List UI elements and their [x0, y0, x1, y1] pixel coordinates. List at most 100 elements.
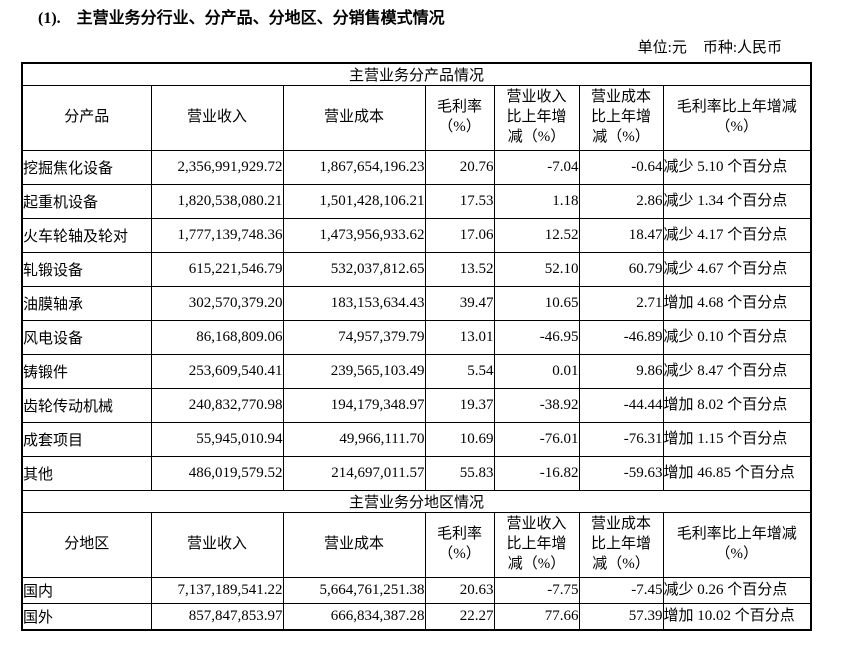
- main-business-table: 主营业务分产品情况 分产品 营业收入 营业成本 毛利率 （%） 营业收入 比上年…: [21, 62, 813, 631]
- revenue-yoy-cell: 1.18: [493, 184, 580, 219]
- cost-yoy-cell: 57.39: [578, 603, 664, 631]
- table-row: 轧锻设备 615,221,546.79 532,037,812.65 13.52 52.…: [21, 252, 812, 287]
- revenue-yoy-cell: -7.75: [493, 577, 580, 604]
- gross-margin-cell: 5.54: [424, 354, 495, 389]
- column-header-cost-yoy: 营业成本 比上年增 减（%）: [578, 85, 664, 151]
- gross-margin-cell: 20.63: [424, 577, 495, 604]
- revenue-cell: 615,221,546.79: [150, 252, 284, 287]
- table-row: 国内 7,137,189,541.22 5,664,761,251.38 20.63-…: [21, 577, 812, 604]
- revenue-yoy-cell: 52.10: [493, 252, 580, 287]
- product-section-title-row: 主营业务分产品情况: [21, 62, 812, 86]
- column-header-category: 分地区: [21, 512, 152, 578]
- cost-yoy-cell: -7.45: [578, 577, 664, 604]
- category-cell: 轧锻设备: [21, 252, 152, 287]
- margin-yoy-cell: 减少 1.34 个百分点: [662, 184, 812, 219]
- revenue-cell: 253,609,540.41: [150, 354, 284, 389]
- margin-yoy-cell: 减少 4.17 个百分点: [662, 218, 812, 253]
- cost-cell: 1,501,428,106.21: [282, 184, 426, 219]
- revenue-yoy-cell: 12.52: [493, 218, 580, 253]
- gross-margin-cell: 17.53: [424, 184, 495, 219]
- margin-yoy-cell: 增加 46.85 个百分点: [662, 456, 812, 491]
- revenue-yoy-cell: -38.92: [493, 388, 580, 423]
- margin-yoy-cell: 减少 5.10 个百分点: [662, 150, 812, 185]
- margin-yoy-cell: 增加 8.02 个百分点: [662, 388, 812, 423]
- table-row: 国外 857,847,853.97 666,834,387.28 22.27 77.66…: [21, 603, 812, 631]
- revenue-yoy-cell: 77.66: [493, 603, 580, 631]
- revenue-yoy-cell: -76.01: [493, 422, 580, 457]
- category-cell: 铸锻件: [21, 354, 152, 389]
- cost-yoy-cell: 18.47: [578, 218, 664, 253]
- unit-label: 单位:元: [637, 40, 687, 56]
- cost-cell: 532,037,812.65: [282, 252, 426, 287]
- cost-yoy-cell: -0.64: [578, 150, 664, 185]
- table-row: 成套项目 55,945,010.94 49,966,111.70 10.69 -76.0…: [21, 422, 812, 457]
- revenue-cell: 302,570,379.20: [150, 286, 284, 321]
- table-row: 其他 486,019,579.52 214,697,011.57 55.83 -16.8…: [21, 456, 812, 491]
- cost-yoy-cell: -76.31: [578, 422, 664, 457]
- revenue-yoy-cell: -16.82: [493, 456, 580, 491]
- cost-cell: 1,867,654,196.23: [282, 150, 426, 185]
- column-header-revenue-yoy: 营业收入 比上年增 减（%）: [493, 512, 580, 578]
- gross-margin-cell: 19.37: [424, 388, 495, 423]
- category-cell: 成套项目: [21, 422, 152, 457]
- gross-margin-cell: 20.76: [424, 150, 495, 185]
- column-header-revenue-yoy: 营业收入 比上年增 减（%）: [493, 85, 580, 151]
- product-header-row: 分产品 营业收入 营业成本 毛利率 （%） 营业收入 比上年增 减（%） 营业成…: [21, 85, 812, 151]
- currency-label: 币种:人民币: [702, 40, 782, 56]
- revenue-yoy-cell: 0.01: [493, 354, 580, 389]
- revenue-cell: 1,820,538,080.21: [150, 184, 284, 219]
- revenue-cell: 857,847,853.97: [150, 603, 284, 631]
- cost-cell: 5,664,761,251.38: [282, 577, 426, 604]
- category-cell: 国内: [21, 577, 152, 604]
- table-row: 起重机设备 1,820,538,080.21 1,501,428,106.21 17.…: [21, 184, 812, 219]
- category-cell: 风电设备: [21, 320, 152, 355]
- cost-cell: 49,966,111.70: [282, 422, 426, 457]
- cost-cell: 214,697,011.57: [282, 456, 426, 491]
- region-header-row: 分地区 营业收入 营业成本 毛利率 （%） 营业收入 比上年增 减（%） 营业成…: [21, 512, 812, 578]
- cost-cell: 239,565,103.49: [282, 354, 426, 389]
- gross-margin-cell: 13.52: [424, 252, 495, 287]
- product-section-title: 主营业务分产品情况: [21, 62, 812, 86]
- revenue-cell: 86,168,809.06: [150, 320, 284, 355]
- margin-yoy-cell: 减少 0.26 个百分点: [662, 577, 812, 604]
- cost-yoy-cell: -44.44: [578, 388, 664, 423]
- region-section-title-row: 主营业务分地区情况: [21, 490, 812, 513]
- revenue-cell: 240,832,770.98: [150, 388, 284, 423]
- category-cell: 起重机设备: [21, 184, 152, 219]
- table-row: 风电设备 86,168,809.06 74,957,379.79 13.01 -46.9…: [21, 320, 812, 355]
- cost-yoy-cell: 2.71: [578, 286, 664, 321]
- page-title: (1). 主营业务分行业、分产品、分地区、分销售模式情况: [38, 10, 445, 27]
- cost-yoy-cell: 2.86: [578, 184, 664, 219]
- revenue-cell: 486,019,579.52: [150, 456, 284, 491]
- gross-margin-cell: 13.01: [424, 320, 495, 355]
- column-header-gross-margin: 毛利率 （%）: [424, 85, 495, 151]
- gross-margin-cell: 10.69: [424, 422, 495, 457]
- gross-margin-cell: 17.06: [424, 218, 495, 253]
- revenue-cell: 2,356,991,929.72: [150, 150, 284, 185]
- region-section-title: 主营业务分地区情况: [21, 490, 812, 513]
- gross-margin-cell: 55.83: [424, 456, 495, 491]
- column-header-gross-margin: 毛利率 （%）: [424, 512, 495, 578]
- revenue-yoy-cell: -7.04: [493, 150, 580, 185]
- margin-yoy-cell: 增加 10.02 个百分点: [662, 603, 812, 631]
- margin-yoy-cell: 增加 4.68 个百分点: [662, 286, 812, 321]
- product-rows: 挖掘焦化设备 2,356,991,929.72 1,867,654,196.23 20…: [21, 150, 812, 491]
- revenue-yoy-cell: 10.65: [493, 286, 580, 321]
- category-cell: 油膜轴承: [21, 286, 152, 321]
- category-cell: 挖掘焦化设备: [21, 150, 152, 185]
- margin-yoy-cell: 减少 8.47 个百分点: [662, 354, 812, 389]
- region-rows: 国内 7,137,189,541.22 5,664,761,251.38 20.63-…: [21, 577, 812, 631]
- cost-cell: 74,957,379.79: [282, 320, 426, 355]
- column-header-revenue: 营业收入: [150, 512, 284, 578]
- column-header-revenue: 营业收入: [150, 85, 284, 151]
- revenue-cell: 55,945,010.94: [150, 422, 284, 457]
- revenue-yoy-cell: -46.95: [493, 320, 580, 355]
- cost-cell: 1,473,956,933.62: [282, 218, 426, 253]
- cost-yoy-cell: -46.89: [578, 320, 664, 355]
- revenue-cell: 1,777,139,748.36: [150, 218, 284, 253]
- table-row: 铸锻件 253,609,540.41 239,565,103.49 5.54 0.01 9…: [21, 354, 812, 389]
- margin-yoy-cell: 减少 4.67 个百分点: [662, 252, 812, 287]
- margin-yoy-cell: 减少 0.10 个百分点: [662, 320, 812, 355]
- cost-yoy-cell: 9.86: [578, 354, 664, 389]
- table-row: 齿轮传动机械 240,832,770.98 194,179,348.97 19.37-…: [21, 388, 812, 423]
